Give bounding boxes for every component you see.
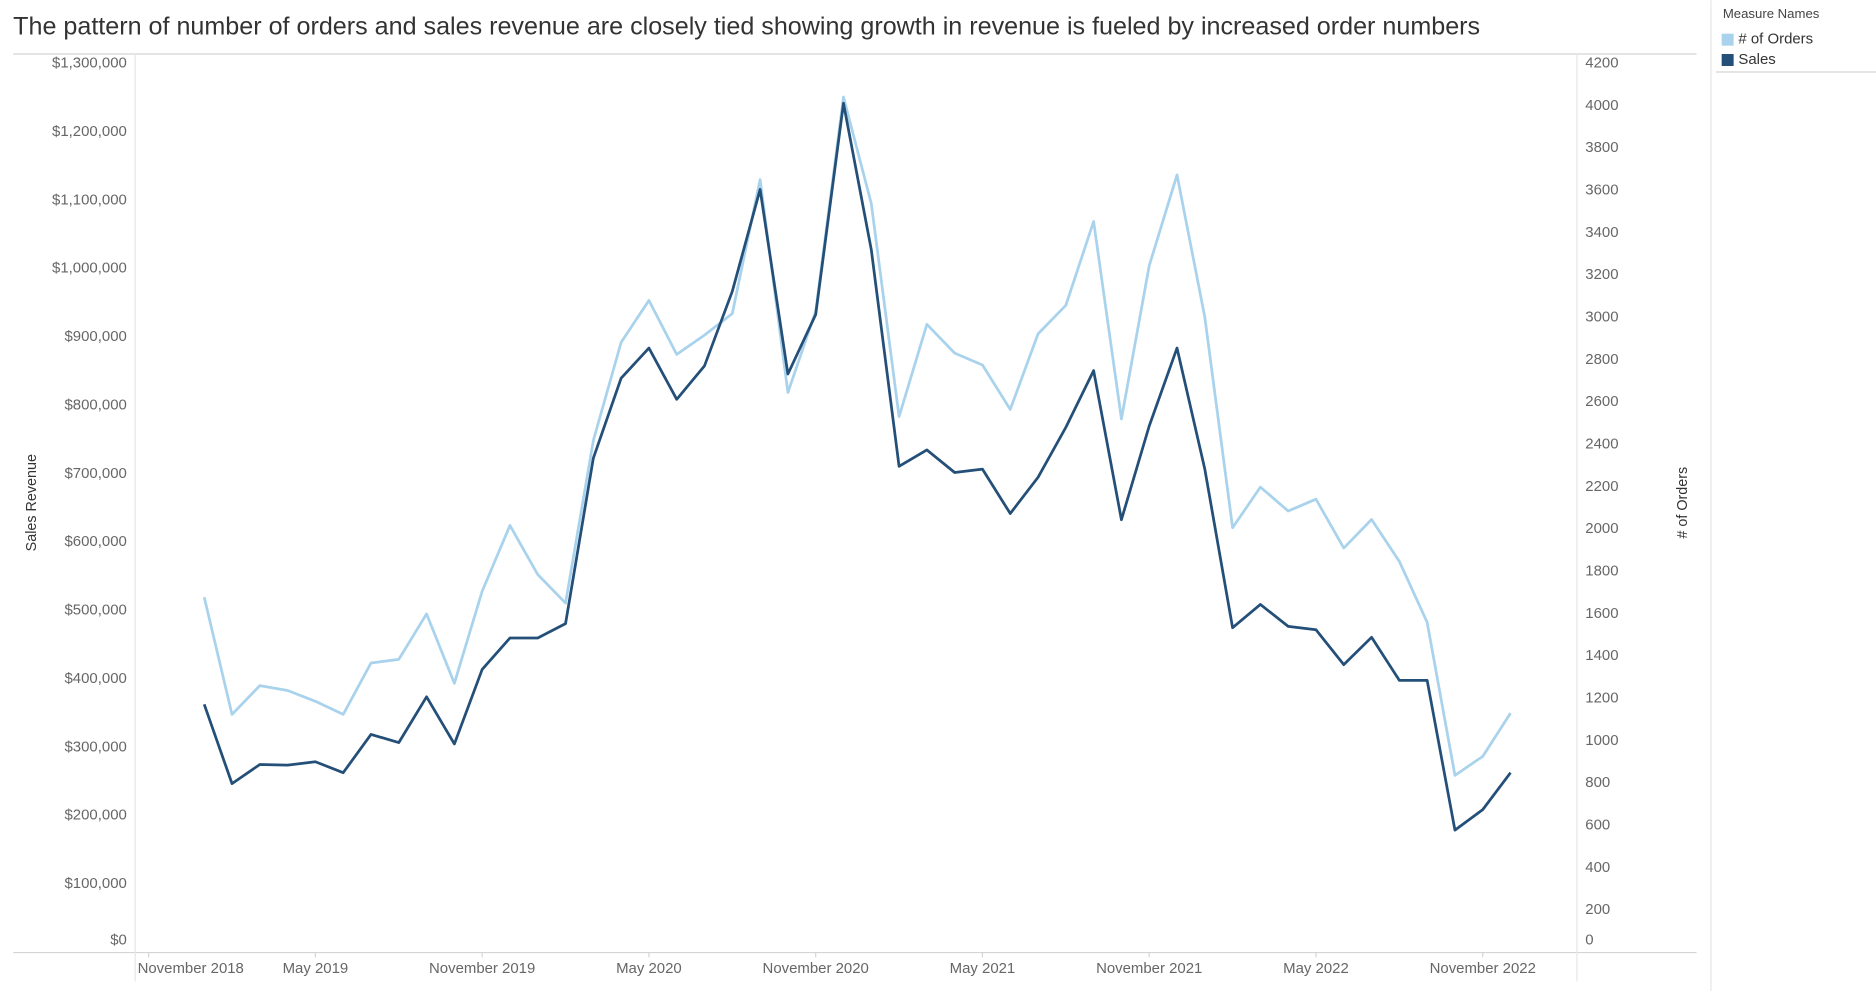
y2-tick-label: 3200 <box>1585 266 1618 283</box>
x-tick-label: November 2022 <box>1430 960 1536 977</box>
x-tick-label: November 2020 <box>763 960 869 977</box>
y2-tick-label: 3000 <box>1585 309 1618 326</box>
x-tick-label: May 2020 <box>616 960 682 977</box>
y2-axis-title: # of Orders <box>1675 467 1691 539</box>
y-tick-label: $200,000 <box>65 807 127 824</box>
y-tick-label: $700,000 <box>65 465 127 482</box>
y2-tick-label: 1400 <box>1585 647 1618 664</box>
y-tick-label: $1,000,000 <box>52 260 127 277</box>
x-tick-label: November 2018 <box>138 960 244 977</box>
y-tick-label: $900,000 <box>65 328 127 345</box>
y-tick-label: $0 <box>110 932 127 949</box>
x-tick-label: May 2022 <box>1283 960 1349 977</box>
series-line <box>202 95 1512 777</box>
legend-swatch <box>1721 33 1734 46</box>
y-tick-label: $1,200,000 <box>52 123 127 140</box>
y2-tick-label: 1000 <box>1585 732 1618 749</box>
y-axis-title: Sales Revenue <box>24 454 40 551</box>
y2-tick-label: 600 <box>1585 816 1610 833</box>
y2-tick-label: 3800 <box>1585 139 1618 156</box>
y2-tick-label: 2000 <box>1585 520 1618 537</box>
y2-tick-label: 2200 <box>1585 478 1618 495</box>
legend-label: Sales <box>1738 51 1775 68</box>
y2-tick-label: 1600 <box>1585 605 1618 622</box>
y-tick-label: $100,000 <box>65 875 127 892</box>
y2-tick-label: 2800 <box>1585 351 1618 368</box>
y2-tick-label: 0 <box>1585 932 1593 949</box>
y2-tick-label: 4200 <box>1585 55 1618 72</box>
x-tick-label: May 2021 <box>950 960 1016 977</box>
y-tick-label: $300,000 <box>65 738 127 755</box>
series-line <box>202 101 1512 832</box>
y-tick-label: $500,000 <box>65 602 127 619</box>
y2-tick-label: 2600 <box>1585 393 1618 410</box>
y-tick-label: $400,000 <box>65 670 127 687</box>
y-tick-label: $600,000 <box>65 533 127 550</box>
x-tick-label: November 2021 <box>1096 960 1202 977</box>
y2-tick-label: 3400 <box>1585 224 1618 241</box>
chart-title: The pattern of number of orders and sale… <box>13 12 1480 40</box>
y2-tick-label: 200 <box>1585 901 1610 918</box>
y2-tick-label: 400 <box>1585 859 1610 876</box>
y-tick-label: $1,100,000 <box>52 191 127 208</box>
legend-swatch <box>1721 54 1734 66</box>
y2-tick-label: 2400 <box>1585 436 1618 453</box>
y-tick-label: $1,300,000 <box>52 55 127 72</box>
legend-title: Measure Names <box>1723 6 1820 21</box>
y2-tick-label: 1800 <box>1585 563 1618 580</box>
y-tick-label: $800,000 <box>65 396 127 413</box>
legend-label: # of Orders <box>1738 31 1813 48</box>
x-tick-label: May 2019 <box>283 960 349 977</box>
y2-tick-label: 1200 <box>1585 690 1618 707</box>
y2-tick-label: 4000 <box>1585 97 1618 114</box>
y2-tick-label: 3600 <box>1585 182 1618 199</box>
y2-tick-label: 800 <box>1585 774 1610 791</box>
x-tick-label: November 2019 <box>429 960 535 977</box>
